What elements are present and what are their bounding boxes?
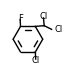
Text: Cl: Cl xyxy=(32,56,40,65)
Text: Cl: Cl xyxy=(55,25,63,34)
Text: Cl: Cl xyxy=(39,12,48,21)
Text: F: F xyxy=(18,14,23,23)
